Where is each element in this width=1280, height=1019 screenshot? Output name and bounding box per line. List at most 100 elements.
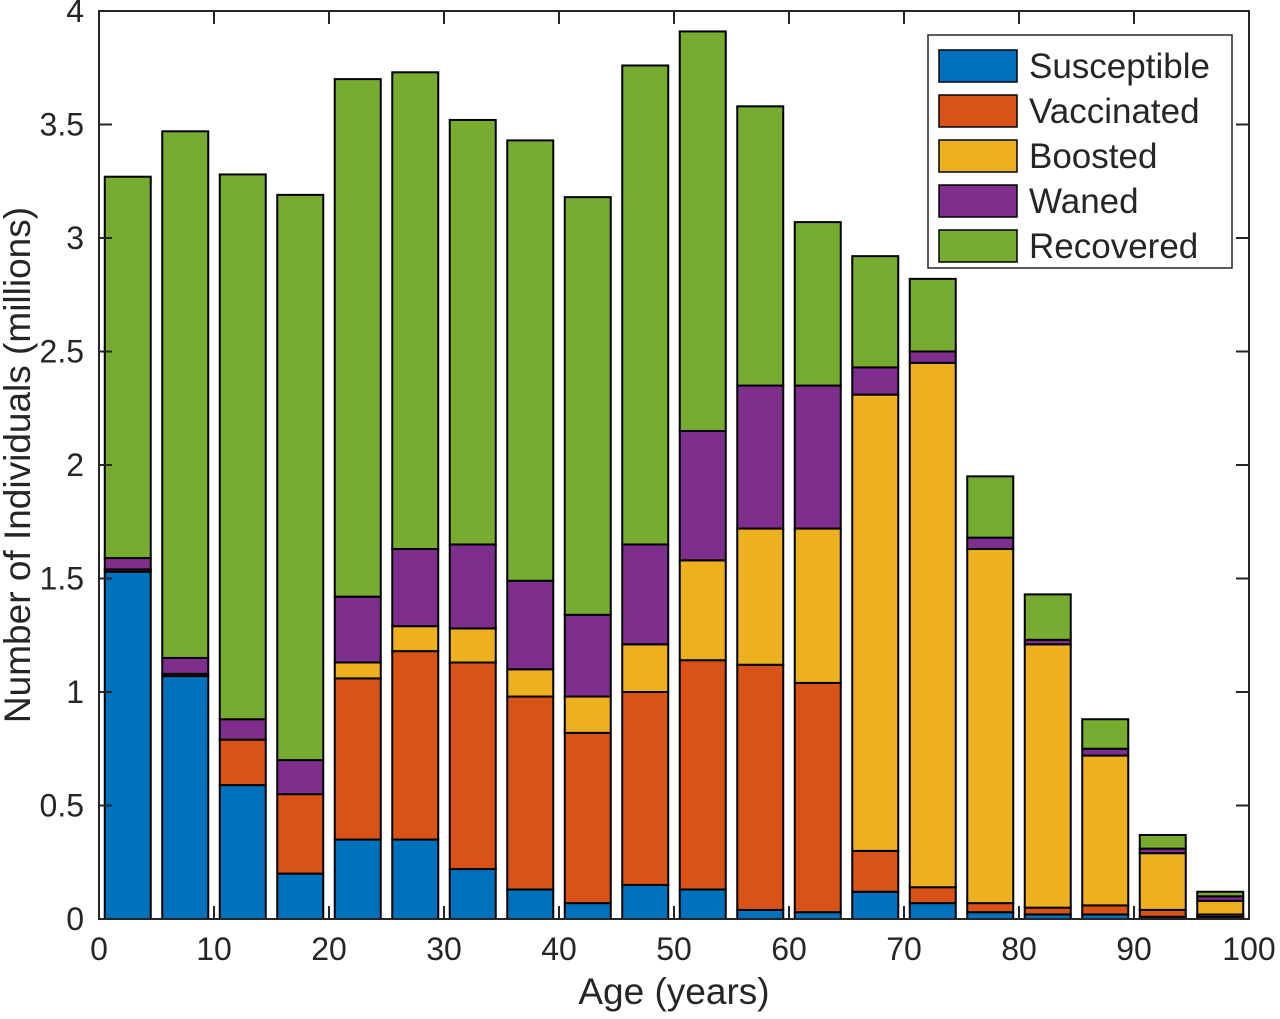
bar-segment-susceptible-45-50 [621,883,670,921]
bar-segment-boosted-75-80 [966,547,1015,905]
legend-swatch-vaccinated [938,94,1018,128]
bar-segment-recovered-0-5 [103,175,152,560]
bar-segment-recovered-80-85 [1023,593,1072,641]
x-tick-label: 90 [1116,931,1152,967]
bar-segment-vaccinated-45-50 [621,691,670,886]
bar-segment-boosted-50-55 [678,559,727,662]
bar-segment-vaccinated-65-70 [851,849,900,893]
bar-segment-boosted-80-85 [1023,643,1072,909]
bar-segment-susceptible-20-25 [333,838,382,920]
bar-segment-boosted-35-40 [506,668,555,698]
bar-segment-susceptible-75-80 [966,911,1015,921]
bar-segment-vaccinated-55-60 [736,663,785,911]
bar-segment-recovered-65-70 [851,255,900,369]
bar-segment-vaccinated-70-75 [908,886,957,905]
x-tick-label: 100 [1222,931,1275,967]
y-tick-label: 0 [66,901,84,937]
legend-swatch-waned [938,184,1018,218]
bar-segment-boosted-60-65 [793,527,842,684]
bar-segment-recovered-20-25 [333,78,382,598]
bar-segment-waned-45-50 [621,543,670,646]
bar-segment-susceptible-0-5 [103,570,152,920]
bar-segment-vaccinated-15-20 [276,793,325,875]
bar-segment-waned-15-20 [276,759,325,796]
x-axis-title: Age (years) [578,971,769,1012]
bar-segment-susceptible-70-75 [908,902,957,920]
bar-segment-recovered-90-95 [1138,834,1187,850]
bar-segment-boosted-25-30 [391,625,440,653]
bar-segment-susceptible-60-65 [793,911,842,921]
bar-segment-waned-30-35 [448,543,497,630]
x-tick-label: 50 [656,931,692,967]
bar-segment-vaccinated-80-85 [1023,906,1072,916]
bar-segment-waned-75-80 [966,536,1015,550]
y-tick-label: 1.5 [40,561,84,597]
x-tick-label: 60 [771,931,807,967]
bars-group [103,30,1245,921]
bar-segment-boosted-30-35 [448,627,497,664]
bar-segment-vaccinated-10-15 [218,738,267,787]
y-axis-title: Number of Individuals (millions) [0,207,38,723]
bar-segment-vaccinated-25-30 [391,650,440,841]
bar-segment-waned-65-70 [851,366,900,396]
bar-segment-recovered-95-100 [1196,890,1245,898]
axes-group: 0 10 20 30 40 50 60 70 80 90 100 0 0.5 1 1.5 2 2.5 3 3.5 4 [40,0,1276,967]
bar-segment-recovered-45-50 [621,64,670,546]
bar-segment-recovered-85-90 [1081,718,1130,750]
bar-segment-boosted-65-70 [851,393,900,852]
bar-segment-boosted-90-95 [1138,852,1187,911]
legend-swatch-boosted [938,139,1018,173]
y-tick-label: 4 [66,0,84,29]
legend-swatch-susceptible [938,49,1018,83]
bar-segment-recovered-70-75 [908,277,957,353]
bar-segment-susceptible-5-10 [161,675,210,920]
bar-segment-vaccinated-85-90 [1081,904,1130,916]
y-tick-label: 1 [66,674,84,710]
bar-segment-waned-10-15 [218,718,267,741]
bar-segment-susceptible-65-70 [851,890,900,921]
x-tick-label: 40 [541,931,577,967]
bar-segment-waned-70-75 [908,350,957,364]
bar-segment-waned-5-10 [161,656,210,675]
bar-segment-vaccinated-75-80 [966,902,1015,914]
bar-segment-recovered-30-35 [448,118,497,546]
bar-segment-boosted-95-100 [1196,899,1245,916]
bar-segment-waned-85-90 [1081,747,1130,757]
bar-segment-vaccinated-40-45 [563,731,612,905]
bar-segment-boosted-20-25 [333,661,382,680]
bar-segment-susceptible-15-20 [276,872,325,920]
bar-segment-waned-55-60 [736,384,785,530]
x-tick-label: 80 [1001,931,1037,967]
x-tick-label: 30 [426,931,462,967]
y-tick-label: 2 [66,447,84,483]
bar-segment-susceptible-30-35 [448,868,497,920]
bar-segment-boosted-55-60 [736,527,785,666]
y-tick-label: 3.5 [40,107,84,143]
bar-segment-vaccinated-35-40 [506,695,555,891]
bar-segment-boosted-40-45 [563,695,612,734]
bar-segment-waned-25-30 [391,547,440,628]
bar-segment-waned-0-5 [103,557,152,571]
bar-segment-susceptible-25-30 [391,838,440,920]
bar-segment-vaccinated-90-95 [1138,908,1187,918]
bar-segment-waned-35-40 [506,579,555,671]
bar-segment-recovered-5-10 [161,130,210,659]
bar-segment-recovered-75-80 [966,475,1015,539]
x-tick-label: 20 [311,931,347,967]
bar-segment-boosted-70-75 [908,361,957,889]
y-tick-label: 3 [66,220,84,256]
legend-label-susceptible: Susceptible [1029,47,1210,86]
legend-label-waned: Waned [1029,182,1139,221]
x-tick-label: 10 [196,931,232,967]
x-tick-label: 70 [886,931,922,967]
bar-segment-waned-60-65 [793,384,842,530]
bar-segment-susceptible-50-55 [678,888,727,920]
bar-segment-recovered-25-30 [391,71,440,550]
bar-segment-vaccinated-20-25 [333,677,382,841]
bar-segment-boosted-85-90 [1081,754,1130,907]
legend-label-vaccinated: Vaccinated [1029,92,1200,131]
legend-label-recovered: Recovered [1029,227,1198,266]
bar-segment-recovered-60-65 [793,221,842,387]
